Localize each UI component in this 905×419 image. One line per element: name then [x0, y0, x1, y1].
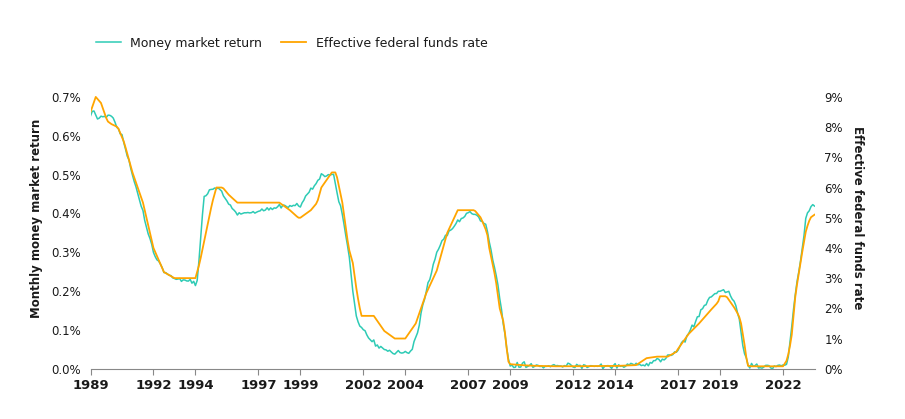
Line: Money market return: Money market return	[90, 111, 814, 369]
Y-axis label: Effective federal funds rate: Effective federal funds rate	[852, 126, 864, 310]
Effective federal funds rate	[802, 223, 813, 228]
Effective federal funds rate	[85, 109, 96, 114]
Money market return	[85, 114, 96, 119]
Money market return	[309, 183, 319, 188]
Effective federal funds rate	[262, 200, 272, 205]
Money market return	[802, 210, 813, 215]
Effective federal funds rate	[783, 352, 794, 357]
Effective federal funds rate	[90, 94, 101, 99]
Money market return	[262, 205, 272, 210]
Effective federal funds rate	[309, 204, 319, 209]
Effective federal funds rate	[337, 200, 348, 205]
Y-axis label: Monthly money market return: Monthly money market return	[30, 118, 43, 318]
Money market return	[783, 354, 794, 360]
Money market return	[89, 109, 100, 114]
Money market return	[809, 204, 820, 209]
Effective federal funds rate	[809, 212, 820, 217]
Effective federal funds rate	[391, 336, 402, 341]
Line: Effective federal funds rate: Effective federal funds rate	[90, 97, 814, 366]
Effective federal funds rate	[547, 364, 557, 369]
Money market return	[597, 366, 608, 371]
Money market return	[391, 350, 402, 355]
Legend: Money market return, Effective federal funds rate: Money market return, Effective federal f…	[90, 32, 493, 55]
Money market return	[337, 212, 348, 217]
